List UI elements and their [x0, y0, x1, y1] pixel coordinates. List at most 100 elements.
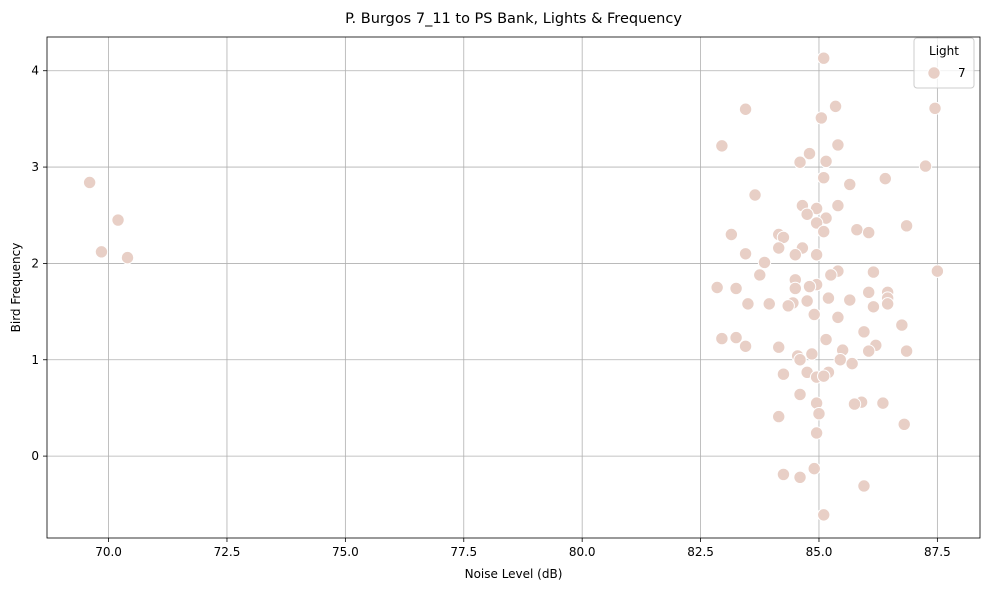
data-point: [817, 224, 831, 239]
data-point: [847, 397, 862, 411]
data-point: [807, 307, 821, 322]
data-point: [831, 138, 845, 152]
data-point: [862, 344, 876, 358]
data-point: [831, 198, 845, 213]
data-point: [817, 369, 831, 383]
data-point: [772, 340, 786, 354]
data-point: [918, 159, 933, 173]
x-tick-label: 72.5: [214, 545, 241, 559]
data-point: [120, 250, 135, 265]
data-point: [843, 293, 857, 307]
grid-lines: [47, 37, 980, 538]
y-axis-label: Bird Frequency: [9, 243, 23, 333]
data-point: [741, 297, 755, 311]
data-point: [928, 101, 942, 115]
data-point: [850, 222, 864, 237]
data-point: [772, 241, 786, 255]
chart-title: P. Burgos 7_11 to PS Bank, Lights & Freq…: [345, 11, 682, 27]
data-point: [802, 146, 817, 161]
data-point: [802, 279, 817, 294]
x-tick-label: 87.5: [924, 545, 951, 559]
x-axis-ticks: 70.0 72.5 75.0 77.5 80.0 82.5 85.0 87.5: [95, 538, 951, 559]
data-point: [897, 417, 911, 432]
plot-area-frame: [46, 36, 981, 539]
data-point: [866, 265, 881, 279]
data-point: [821, 291, 836, 305]
data-point: [809, 426, 824, 440]
data-point: [862, 285, 876, 300]
data-point: [793, 470, 807, 485]
data-point: [793, 387, 807, 402]
data-point: [781, 299, 795, 313]
x-tick-label: 77.5: [450, 545, 477, 559]
data-point: [819, 332, 833, 347]
data-point: [899, 219, 914, 233]
y-tick-label: 3: [31, 160, 39, 174]
data-point: [715, 331, 729, 346]
data-point: [724, 227, 739, 242]
data-point: [807, 461, 821, 476]
x-tick-label: 75.0: [332, 545, 359, 559]
data-point: [814, 111, 829, 125]
data-point: [878, 171, 892, 186]
data-point: [757, 255, 772, 270]
legend: Light 7: [913, 37, 975, 89]
legend-label: 7: [958, 66, 966, 80]
data-point: [793, 353, 807, 367]
data-point: [729, 281, 743, 296]
legend-title: Light: [929, 44, 959, 58]
data-point: [762, 297, 776, 311]
data-point: [831, 310, 845, 325]
data-point: [895, 318, 909, 332]
x-axis-label: Noise Level (dB): [465, 567, 563, 581]
data-point: [824, 268, 838, 282]
data-point: [899, 344, 914, 358]
x-tick-label: 80.0: [569, 545, 596, 559]
data-point: [828, 99, 843, 114]
data-point: [738, 102, 753, 116]
data-point: [833, 353, 847, 367]
data-point: [793, 155, 807, 169]
data-point: [82, 175, 97, 190]
data-point: [776, 467, 791, 482]
data-point: [857, 325, 871, 339]
data-point: [715, 139, 729, 153]
data-point: [809, 216, 824, 230]
data-point: [738, 339, 753, 353]
data-point: [866, 300, 881, 314]
data-point: [788, 248, 802, 262]
data-point: [776, 367, 791, 381]
y-tick-label: 1: [31, 353, 39, 367]
data-point: [817, 51, 831, 65]
data-point: [880, 297, 895, 311]
data-point: [819, 154, 833, 168]
data-point: [800, 207, 814, 221]
data-point: [805, 347, 819, 361]
legend-marker: [927, 66, 941, 80]
data-point: [729, 330, 743, 345]
data-point: [809, 248, 824, 262]
data-points: [82, 51, 945, 522]
data-point: [738, 247, 753, 261]
data-point: [800, 294, 814, 308]
y-tick-label: 2: [31, 256, 39, 270]
data-point: [862, 225, 876, 240]
data-point: [876, 396, 890, 410]
x-tick-label: 70.0: [95, 545, 122, 559]
data-point: [94, 245, 109, 259]
data-point: [930, 264, 945, 278]
data-point: [111, 213, 125, 227]
data-point: [857, 479, 871, 493]
data-point: [817, 170, 831, 185]
data-point: [812, 407, 826, 421]
x-tick-label: 82.5: [687, 545, 714, 559]
data-point: [772, 409, 786, 424]
data-point: [710, 280, 724, 295]
y-tick-label: 0: [31, 449, 39, 463]
data-point: [845, 356, 859, 371]
y-tick-label: 4: [31, 64, 39, 78]
data-point: [788, 281, 802, 296]
data-point: [748, 188, 762, 202]
y-axis-ticks: 0 1 2 3 4: [31, 64, 47, 463]
